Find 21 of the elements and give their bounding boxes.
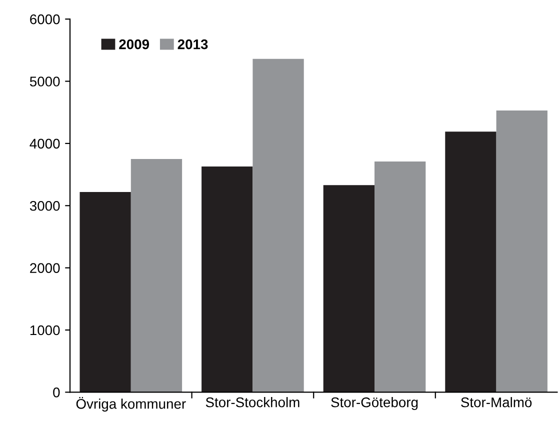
legend-label: 2013: [178, 39, 208, 50]
bar: [202, 166, 253, 392]
x-tick-label: Stor-Göteborg: [331, 397, 418, 410]
x-tick-label: Stor-Stockholm: [206, 397, 300, 408]
legend-label: 2009: [119, 39, 150, 50]
y-tick-label: 2000: [30, 263, 60, 273]
y-tick-label: 4000: [30, 138, 60, 149]
y-tick-label: 1000: [30, 325, 60, 336]
bar: [130, 159, 182, 392]
y-tick-label: 5000: [30, 76, 60, 86]
y-tick-label: 0: [53, 388, 60, 398]
bar: [496, 110, 548, 392]
x-tick-label: Övriga kommuner: [76, 397, 186, 412]
bar: [323, 185, 374, 392]
bar: [252, 58, 304, 392]
bar: [80, 192, 131, 392]
bar: [445, 132, 496, 392]
y-tick-label: 3000: [30, 200, 60, 211]
y-tick-label: 6000: [30, 14, 60, 24]
bar: [374, 161, 426, 392]
x-tick-label: Stor-Malmö: [461, 397, 532, 408]
